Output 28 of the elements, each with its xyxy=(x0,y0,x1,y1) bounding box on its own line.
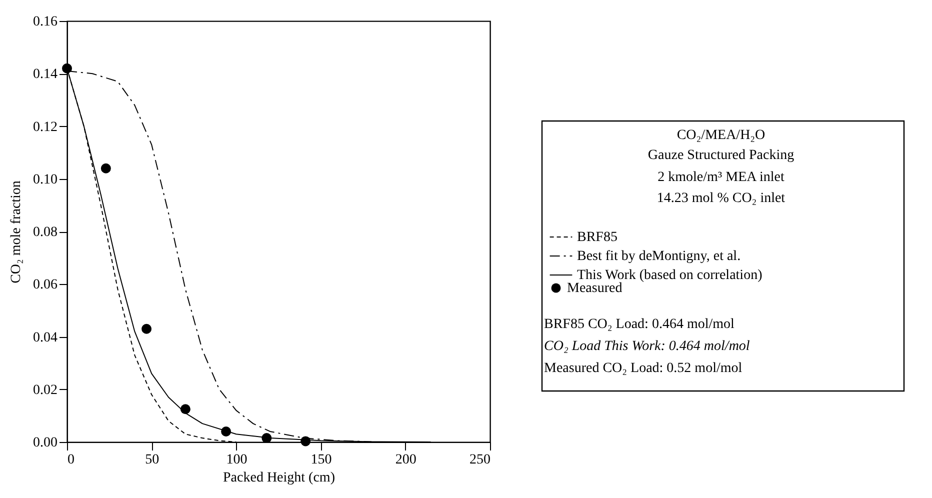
y-tick-label: 0.08 xyxy=(33,225,58,240)
text: Measured CO₂ Load: 0.52 mol/mol xyxy=(544,361,742,376)
x-tick-label: 200 xyxy=(395,452,416,468)
y-tick-label: 0.14 xyxy=(33,67,58,82)
text: Gauze Structured Packing xyxy=(648,148,794,163)
x-tick-label: 100 xyxy=(226,452,248,468)
y-tick-label: 0.10 xyxy=(33,172,58,188)
text: BRF85 CO₂ Load: 0.464 mol/mol xyxy=(544,317,735,332)
y-tick-label: 0.06 xyxy=(33,278,58,293)
legend-label: Best fit by deMontigny, et al. xyxy=(577,249,741,264)
text: CO₂/MEA/H₂O xyxy=(676,128,766,143)
text: CO₂ Load This Work: 0.464 mol/mol xyxy=(544,339,750,354)
legend-label: This Work (based on correlation) xyxy=(577,268,763,283)
y-tick-label: 0.00 xyxy=(33,436,58,450)
y-tick-label: 0.04 xyxy=(33,330,58,346)
x-axis-title: Packed Height (cm) xyxy=(223,470,336,486)
text: 14.23 mol % CO₂ inlet xyxy=(656,191,786,206)
y-axis-title: CO₂ mole fraction xyxy=(9,180,24,284)
y-tick-label: 0.12 xyxy=(33,120,58,135)
x-tick-label: 50 xyxy=(145,452,160,468)
text: 2 kmole/m³ MEA inlet xyxy=(658,170,784,185)
y-tick-label: 0.02 xyxy=(33,382,58,398)
legend-label: Measured xyxy=(567,281,622,296)
x-tick-label: 150 xyxy=(310,452,332,468)
y-tick-label: 0.16 xyxy=(33,14,58,30)
x-tick-label: 0 xyxy=(68,452,74,468)
x-tick-label: 250 xyxy=(470,452,490,468)
legend-label: BRF85 xyxy=(577,230,618,245)
